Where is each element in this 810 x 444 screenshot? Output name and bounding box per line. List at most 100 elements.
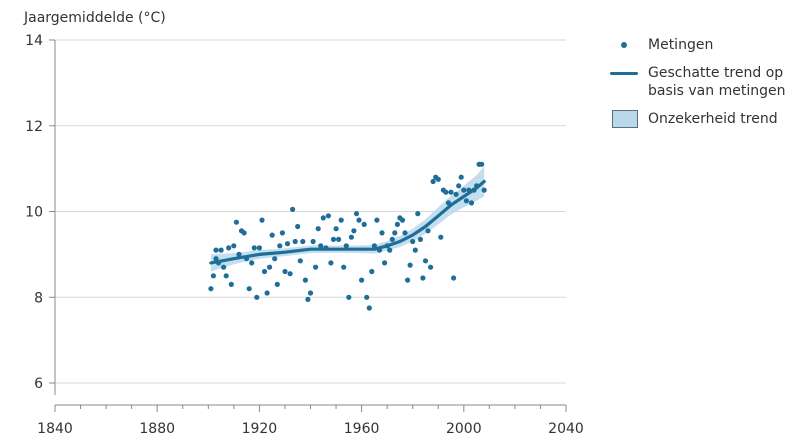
x-tick-label: 2000	[446, 421, 482, 437]
data-point	[392, 230, 398, 236]
data-point	[279, 230, 285, 236]
data-point	[443, 189, 449, 195]
data-point	[453, 191, 459, 197]
data-point	[346, 294, 352, 300]
data-point	[361, 221, 367, 227]
data-point	[330, 236, 337, 242]
data-point	[254, 294, 260, 300]
data-point	[241, 230, 247, 236]
data-point	[305, 296, 311, 302]
data-point	[371, 243, 377, 249]
data-point	[251, 245, 257, 251]
data-point	[466, 187, 472, 193]
data-point	[420, 275, 426, 281]
data-point	[348, 234, 354, 240]
data-point	[315, 226, 321, 232]
data-point	[463, 198, 469, 204]
data-point	[341, 264, 347, 270]
data-point	[458, 174, 464, 180]
data-point	[379, 230, 385, 236]
data-point	[287, 271, 293, 277]
y-tick-label: 10	[25, 205, 43, 221]
data-point	[387, 247, 393, 253]
data-point	[261, 268, 268, 275]
data-point	[343, 243, 349, 249]
legend-item-metingen: Metingen	[608, 36, 808, 54]
data-point	[246, 286, 252, 292]
x-tick-label: 1960	[344, 421, 380, 437]
data-point	[318, 243, 324, 249]
data-point	[451, 275, 457, 281]
data-point	[284, 241, 291, 247]
y-tick-label: 8	[34, 290, 43, 306]
data-point	[307, 290, 314, 296]
x-tick-label: 2040	[548, 421, 584, 437]
data-point	[300, 238, 306, 245]
legend-label: Onzekerheid trend	[648, 111, 778, 127]
legend-label: Geschatte trend op basis van metingen	[648, 65, 786, 99]
legend-item-onzekerheid: Onzekerheid trend	[608, 110, 808, 128]
data-point	[210, 273, 216, 279]
data-point	[468, 200, 475, 206]
data-point	[422, 258, 429, 264]
data-point	[456, 183, 462, 189]
data-point	[389, 236, 395, 242]
data-point	[333, 226, 339, 232]
data-point	[295, 223, 301, 230]
data-point	[269, 232, 275, 238]
data-point	[282, 268, 288, 275]
data-point	[267, 264, 273, 270]
data-point	[231, 243, 237, 249]
data-point	[366, 305, 372, 311]
data-point	[402, 230, 408, 236]
data-point	[405, 277, 411, 283]
data-point	[313, 264, 319, 270]
data-point	[471, 187, 477, 193]
data-point	[256, 245, 262, 251]
chart-plot: 6 8 10 12 14 1840 1880 1920 1960 2000 2040	[25, 33, 584, 437]
legend-band-swatch	[608, 110, 640, 128]
data-point	[272, 256, 278, 262]
measurement-points-layer	[208, 161, 487, 311]
legend-item-trend: Geschatte trend op basis van metingen	[608, 64, 808, 100]
data-point	[351, 228, 357, 234]
data-point	[430, 178, 436, 185]
data-point	[364, 294, 370, 300]
data-point	[213, 247, 219, 253]
data-point	[382, 260, 388, 266]
data-point	[310, 238, 316, 245]
data-point	[277, 243, 283, 249]
data-point	[213, 256, 219, 262]
axes	[49, 39, 567, 412]
y-tick-label: 14	[25, 33, 43, 49]
data-point	[384, 243, 390, 249]
grid-lines	[55, 39, 566, 384]
legend-line-swatch	[608, 64, 640, 82]
data-point	[369, 268, 375, 275]
data-point	[359, 277, 365, 283]
legend-label: Metingen	[648, 37, 714, 53]
trend-line	[209, 179, 486, 265]
y-axis-title: Jaargemiddelde (°C)	[24, 10, 166, 26]
legend: Metingen Geschatte trend op basis van me…	[608, 36, 808, 138]
data-point	[412, 247, 418, 253]
data-point	[223, 273, 229, 279]
data-point	[338, 217, 344, 223]
data-point	[399, 217, 406, 223]
data-point	[448, 189, 454, 195]
data-point	[474, 183, 480, 189]
data-point	[323, 245, 329, 251]
data-point	[226, 245, 232, 251]
x-tick-label: 1880	[139, 421, 175, 437]
data-point	[249, 260, 255, 266]
x-tick-label: 1840	[37, 421, 73, 437]
trend-line-layer	[209, 179, 486, 265]
data-point	[208, 286, 214, 292]
data-point	[425, 228, 431, 234]
data-point	[218, 247, 224, 253]
data-point	[445, 200, 452, 206]
y-tick-label: 6	[34, 376, 43, 392]
data-point	[438, 234, 444, 240]
data-point	[290, 206, 296, 212]
data-point	[320, 215, 326, 221]
